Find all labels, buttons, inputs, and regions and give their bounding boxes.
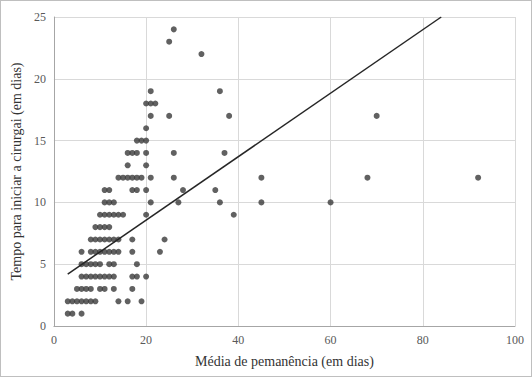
svg-text:10: 10 [34, 195, 46, 209]
svg-text:20: 20 [34, 72, 46, 86]
svg-text:25: 25 [34, 10, 46, 24]
svg-text:0: 0 [40, 319, 46, 333]
svg-text:15: 15 [34, 134, 46, 148]
svg-text:Média de pemanência (em dias): Média de pemanência (em dias) [195, 354, 374, 370]
svg-text:40: 40 [232, 333, 244, 347]
svg-text:Tempo para iniciar a cirurgai: Tempo para iniciar a cirurgai (em dias) [9, 62, 25, 280]
svg-text:60: 60 [325, 333, 337, 347]
svg-text:0: 0 [51, 333, 57, 347]
svg-text:5: 5 [40, 257, 46, 271]
svg-text:20: 20 [140, 333, 152, 347]
svg-text:80: 80 [417, 333, 429, 347]
svg-text:100: 100 [506, 333, 524, 347]
